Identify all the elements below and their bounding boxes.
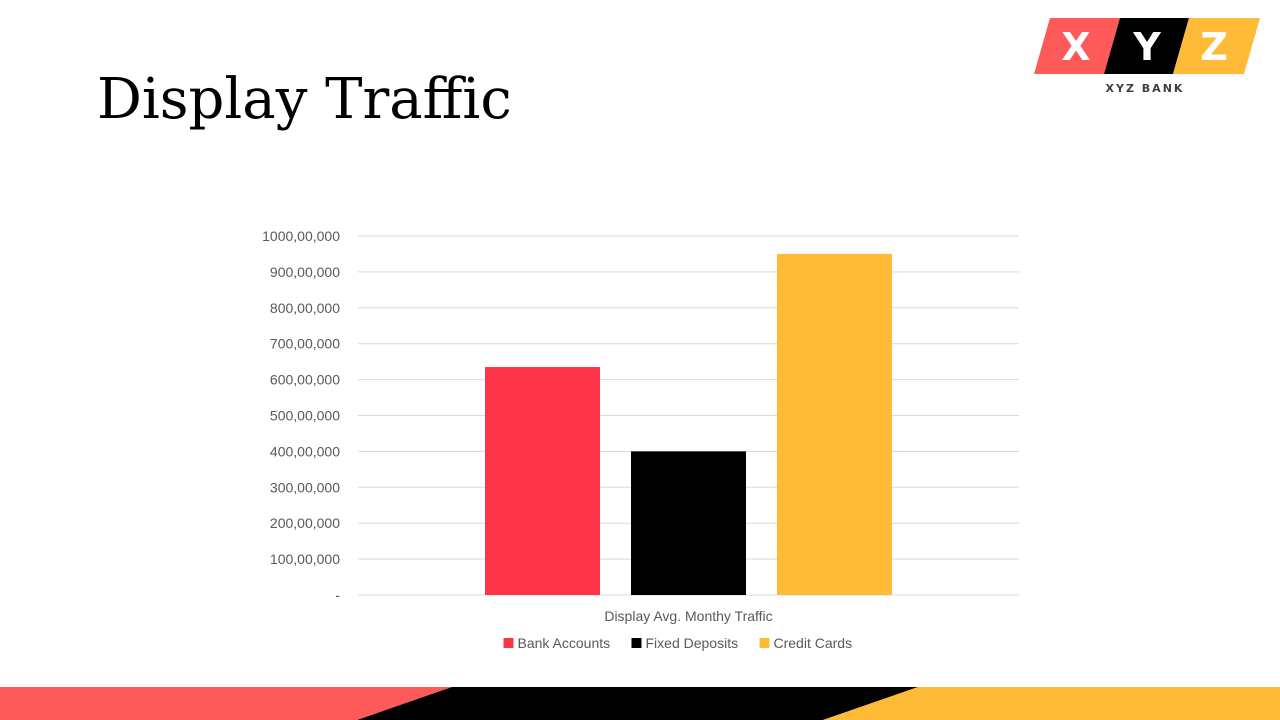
logo-amber-panel	[1173, 18, 1260, 74]
y-tick-label: -	[335, 587, 340, 603]
footer-graphic	[0, 687, 1280, 720]
y-tick-label: 400,00,000	[270, 443, 340, 459]
legend-label: Bank Accounts	[518, 635, 611, 651]
footer-amber-band	[823, 687, 1280, 720]
bar	[777, 253, 892, 595]
y-tick-label: 600,00,000	[270, 372, 340, 388]
footer-red-band	[0, 687, 452, 720]
footer-stripe	[0, 687, 1280, 720]
legend-label: Fixed Deposits	[646, 635, 739, 651]
xyz-bank-logo: X Y Z XYZ BANK	[1034, 18, 1260, 98]
logo-letter-x: X	[1061, 25, 1090, 69]
y-tick-label: 100,00,000	[270, 551, 340, 567]
legend-swatch	[759, 638, 770, 648]
logo-black-panel	[1104, 18, 1189, 74]
x-category-label: Display Avg. Monthy Traffic	[604, 608, 772, 624]
legend-swatch	[631, 638, 642, 648]
y-tick-label: 200,00,000	[270, 515, 340, 531]
chart-canvas: - 100,00,000 200,00,000 300,00,000 400,00,00…	[262, 228, 1019, 651]
logo-red-panel	[1034, 18, 1120, 74]
bar	[631, 451, 746, 595]
y-tick-label: 1000,00,000	[262, 228, 340, 244]
y-tick-label: 700,00,000	[270, 336, 340, 352]
footer-black-band	[357, 687, 918, 720]
y-tick-label: 500,00,000	[270, 408, 340, 424]
bar-chart: - 100,00,000 200,00,000 300,00,000 400,00,00…	[240, 220, 1040, 670]
logo-letter-y: Y	[1132, 25, 1161, 69]
legend-swatch	[503, 638, 514, 648]
legend-label: Credit Cards	[774, 635, 853, 651]
logo-letter-z: Z	[1200, 25, 1228, 69]
logo-caption: XYZ BANK	[1105, 82, 1185, 95]
y-tick-label: 800,00,000	[270, 300, 340, 316]
y-tick-label: 300,00,000	[270, 479, 340, 495]
slide-title: Display Traffic	[97, 67, 512, 132]
logo-mark: X Y Z	[1034, 18, 1260, 74]
bar	[485, 367, 600, 595]
y-tick-label: 900,00,000	[270, 264, 340, 280]
